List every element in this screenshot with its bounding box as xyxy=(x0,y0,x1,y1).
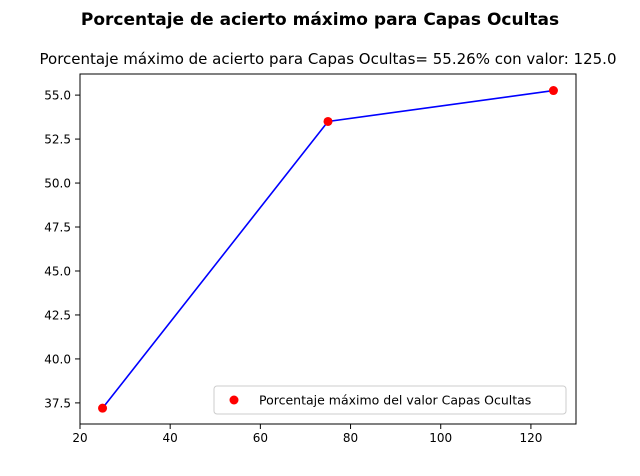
chart-title: Porcentaje máximo de acierto para Capas … xyxy=(40,50,617,68)
x-tick-label: 40 xyxy=(163,431,178,445)
x-tick-label: 100 xyxy=(429,431,452,445)
x-tick-label: 60 xyxy=(253,431,268,445)
data-point xyxy=(98,403,108,413)
plot-area: 20 40 60 80 100 120 37.5 40.0 42.5 45.0 47.5 50.0 52… xyxy=(44,73,577,445)
y-tick-label: 40.0 xyxy=(44,352,71,366)
y-tick-label: 47.5 xyxy=(44,221,71,235)
data-point xyxy=(548,86,558,96)
y-tick-label: 45.0 xyxy=(44,264,71,278)
chart-suptitle: Porcentaje de acierto máximo para Capas … xyxy=(81,10,559,30)
x-tick-label: 120 xyxy=(519,431,542,445)
y-tick-label: 50.0 xyxy=(44,177,71,191)
y-tick-label: 55.0 xyxy=(44,89,71,103)
legend-marker xyxy=(229,395,239,405)
axes-background xyxy=(80,74,576,424)
x-tick-label: 80 xyxy=(343,431,358,445)
legend-label: Porcentaje máximo del valor Capas Oculta… xyxy=(259,393,531,408)
x-tick-label: 20 xyxy=(72,431,87,445)
y-tick-label: 37.5 xyxy=(44,396,71,410)
legend-box xyxy=(213,385,567,415)
y-tick-label: 52.5 xyxy=(44,133,71,147)
data-point xyxy=(323,116,333,126)
axes-frame xyxy=(79,73,577,425)
y-tick-label: 42.5 xyxy=(44,308,71,322)
